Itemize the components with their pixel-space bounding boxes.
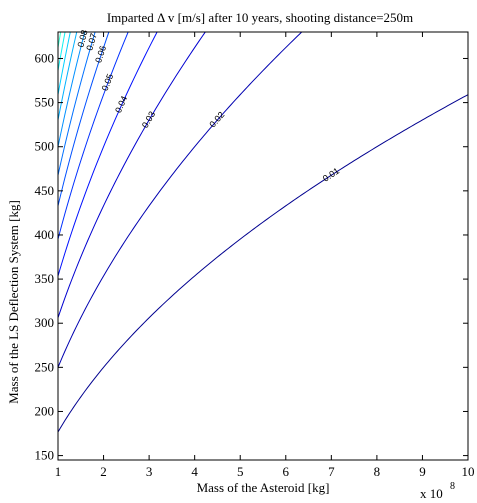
contour-line-3 (58, 32, 158, 277)
contour-line-10 (58, 32, 66, 71)
contour-line-11 (58, 32, 62, 48)
x-tick-labels: 1 2 3 4 5 6 7 8 9 10 (55, 464, 475, 479)
x-tick-label-3: 4 (191, 464, 198, 479)
x-tick-label-1: 2 (100, 464, 107, 479)
y-tick-label-7: 500 (35, 139, 55, 154)
contour-label-3: 0.04 (113, 94, 129, 114)
contour-label-2: 0.03 (140, 110, 157, 130)
contour-label-5: 0.06 (93, 44, 108, 64)
y-tick-label-5: 400 (35, 227, 55, 242)
x-tick-label-6: 7 (328, 464, 335, 479)
y-axis-title: Mass of the LS Deflection System [kg] (6, 200, 21, 404)
axis-ticks (57, 32, 469, 460)
x-axis-title: Mass of the Asteroid [kg] (197, 480, 330, 495)
x-tick-label-4: 5 (237, 464, 244, 479)
contour-line-1 (58, 32, 303, 368)
contour-line-8 (58, 32, 78, 121)
contour-label-4: 0.05 (100, 72, 116, 92)
x-tick-label-7: 8 (374, 464, 381, 479)
x-multiplier-exponent: 8 (450, 481, 455, 492)
contour-label-7: 0.08 (75, 29, 89, 48)
y-tick-label-6: 450 (35, 183, 55, 198)
x-tick-label-0: 1 (55, 464, 62, 479)
y-tick-label-8: 550 (35, 95, 55, 110)
contour-labels: 0.010.020.030.040.050.060.070.08 (75, 29, 341, 184)
y-tick-label-1: 200 (35, 403, 55, 418)
contour-lines (58, 0, 468, 433)
y-tick-label-4: 350 (35, 271, 55, 286)
contour-line-6 (58, 32, 96, 176)
contour-line-7 (58, 32, 86, 147)
contour-line-4 (58, 32, 129, 240)
x-multiplier-base: x 10 (420, 486, 443, 501)
contour-line-2 (58, 32, 206, 318)
plot-frame (57, 31, 469, 461)
x-multiplier: x 10 8 (420, 481, 455, 501)
y-tick-label-0: 150 (35, 448, 55, 463)
contour-line-5 (58, 32, 110, 206)
y-tick-label-3: 300 (35, 315, 55, 330)
contour-label-0: 0.01 (321, 166, 341, 184)
y-tick-label-9: 600 (35, 50, 55, 65)
x-tick-label-2: 3 (146, 464, 153, 479)
contour-line-12 (58, 0, 63, 25)
chart-title: Imparted Δ v [m/s] after 10 years, shoot… (107, 10, 413, 25)
contour-label-6: 0.07 (84, 32, 99, 52)
contour-line-9 (58, 32, 71, 95)
contour-line-0 (58, 94, 468, 433)
y-tick-label-2: 250 (35, 359, 55, 374)
x-tick-label-9: 10 (462, 464, 475, 479)
x-tick-label-8: 9 (419, 464, 426, 479)
y-tick-labels: 150 200 250 300 350 400 450 500 550 600 (35, 50, 55, 462)
x-tick-label-5: 6 (283, 464, 290, 479)
